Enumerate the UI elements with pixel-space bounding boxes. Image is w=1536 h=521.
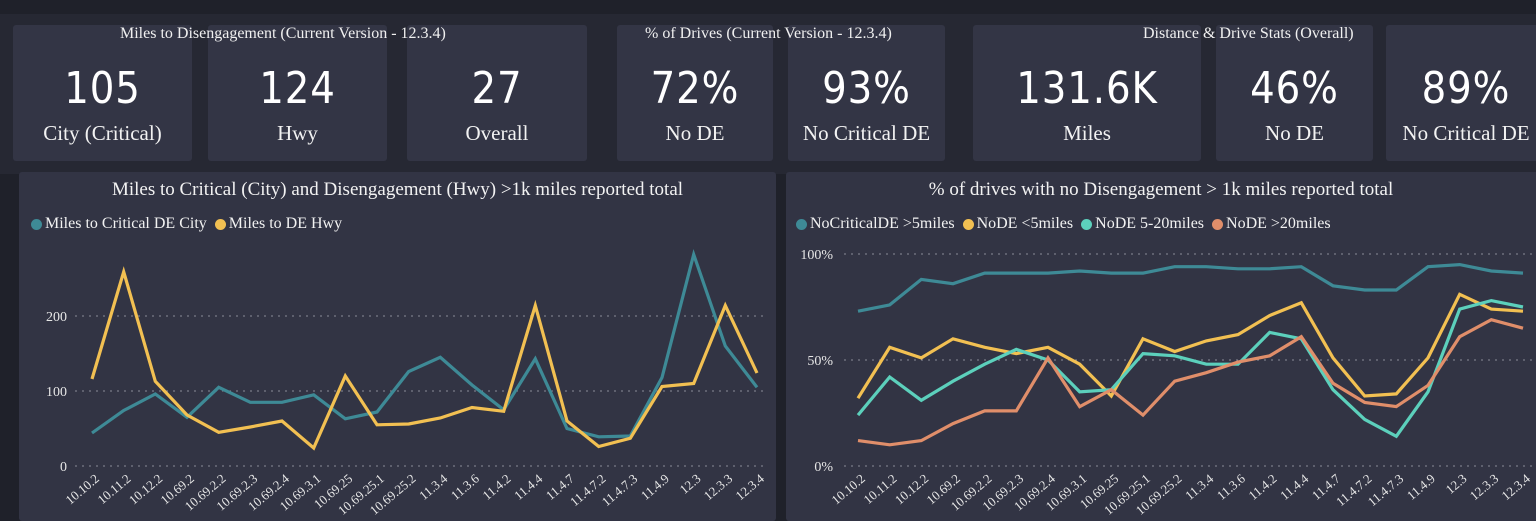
kpi-card-no-de: 72% No DE	[617, 25, 773, 161]
kpi-label: City (Critical)	[43, 121, 162, 145]
legend-item[interactable]: Miles to Critical DE City	[31, 215, 207, 233]
x-tick-label: 10.11.2	[94, 471, 133, 507]
x-tick-label: 12.3.3	[1467, 471, 1502, 503]
y-tick-label: 0	[60, 460, 67, 475]
kpi-label: No Critical DE	[1402, 121, 1530, 145]
x-tick-label: 12.3	[1443, 471, 1470, 497]
x-tick-label: 10.12.2	[892, 471, 932, 508]
x-tick-label: 10.11.2	[860, 471, 899, 507]
legend-item[interactable]: Miles to DE Hwy	[214, 215, 343, 233]
x-tick-label: 11.4.9	[638, 471, 672, 503]
x-tick-label: 11.4.7.3	[599, 471, 641, 509]
x-tick-label: 11.4.4	[1277, 470, 1312, 502]
kpi-card-overall-no-de: 46% No DE	[1216, 25, 1373, 161]
kpi-label: No DE	[1265, 121, 1324, 145]
chart-title: % of drives with no Disengagement > 1k m…	[928, 179, 1394, 200]
legend-label: NoCriticalDE >5miles	[810, 215, 955, 232]
legend-item[interactable]: NoCriticalDE >5miles	[796, 215, 955, 233]
kpi-card-miles: 131.6K Miles	[973, 25, 1201, 161]
kpi-label: Overall	[465, 121, 529, 145]
y-tick-label: 50%	[807, 354, 833, 369]
legend-marker-icon	[1081, 218, 1093, 230]
x-tick-label: 10.12.2	[126, 471, 166, 508]
kpi-value: 89%	[1421, 63, 1511, 114]
kpi-card-no-critical-de: 93% No Critical DE	[788, 25, 945, 161]
legend-label: NoDE 5-20miles	[1095, 215, 1205, 232]
legend-marker-icon	[214, 218, 226, 230]
x-tick-label: 12.3	[677, 471, 704, 497]
x-tick-label: 11.4.2	[479, 471, 513, 503]
series-line	[856, 292, 1524, 400]
y-tick-label: 200	[46, 310, 67, 325]
kpi-group-title: Miles to Disengagement (Current Version …	[120, 25, 446, 42]
kpi-value: 105	[64, 63, 141, 114]
legend-item[interactable]: NoDE <5miles	[962, 215, 1074, 233]
x-tick-label: 11.4.4	[511, 470, 546, 502]
x-tick-label: 12.3.4	[1498, 470, 1533, 503]
x-tick-label: 10.10.2	[828, 471, 868, 508]
kpi-value: 72%	[650, 63, 740, 114]
x-tick-label: 11.4.2	[1245, 471, 1279, 503]
kpi-value: 131.6K	[1016, 63, 1158, 114]
series-line	[857, 262, 1524, 313]
x-tick-label: 11.3.6	[448, 470, 483, 502]
legend-marker-icon	[31, 218, 42, 230]
x-tick-label: 11.4.7.3	[1365, 471, 1407, 509]
kpi-value: 46%	[1250, 63, 1339, 114]
x-tick-label: 11.3.4	[416, 470, 451, 502]
chart-panel-miles: Miles to Critical (City) and Disengageme…	[19, 172, 776, 521]
y-tick-label: 100%	[800, 248, 833, 263]
kpi-card-overall-no-critical-de: 89% No Critical DE	[1386, 25, 1536, 161]
kpi-value: 93%	[822, 63, 911, 114]
legend-label: NoDE <5miles	[976, 215, 1074, 232]
series-line	[856, 298, 1524, 439]
x-tick-label: 11.4.9	[1404, 471, 1438, 503]
series-line	[857, 317, 1524, 447]
series-line	[90, 266, 759, 451]
legend-label: NoDE >20miles	[1226, 215, 1331, 232]
x-tick-label: 12.3.4	[732, 470, 767, 503]
kpi-card-overall: 27 Overall	[407, 25, 587, 161]
chart-legend: NoCriticalDE >5miles NoDE <5miles NoDE 5…	[796, 215, 1331, 233]
legend-marker-icon	[1212, 218, 1224, 230]
kpi-card-city-critical: 105 City (Critical)	[13, 25, 192, 161]
chart-title: Miles to Critical (City) and Disengageme…	[111, 179, 684, 200]
y-tick-label: 100	[46, 385, 67, 400]
y-tick-label: 0%	[814, 460, 833, 475]
x-tick-label: 12.3.3	[701, 471, 736, 503]
kpi-label: No DE	[665, 121, 725, 145]
kpi-value: 27	[471, 63, 523, 114]
x-tick-label: 10.10.2	[62, 471, 102, 508]
kpi-group-title: % of Drives (Current Version - 12.3.4)	[645, 25, 892, 42]
kpi-value: 124	[259, 63, 336, 114]
legend-label: Miles to Critical DE City	[45, 215, 207, 232]
legend-item[interactable]: NoDE 5-20miles	[1081, 215, 1204, 233]
kpi-group-title: Distance & Drive Stats (Overall)	[1143, 25, 1354, 42]
x-tick-label: 11.3.6	[1214, 470, 1249, 502]
x-tick-label: 11.3.4	[1182, 470, 1217, 502]
kpi-card-hwy: 124 Hwy	[208, 25, 387, 161]
legend-item[interactable]: NoDE >20miles	[1212, 215, 1331, 233]
legend-label: Miles to DE Hwy	[228, 215, 343, 232]
legend-marker-icon	[962, 218, 974, 230]
series-line	[91, 248, 759, 439]
kpi-label: Miles	[1063, 121, 1111, 145]
kpi-label: No Critical DE	[802, 121, 931, 145]
kpi-label: Hwy	[277, 121, 318, 145]
legend-marker-icon	[796, 218, 807, 230]
chart-legend: Miles to Critical DE City Miles to DE Hw…	[31, 215, 342, 233]
